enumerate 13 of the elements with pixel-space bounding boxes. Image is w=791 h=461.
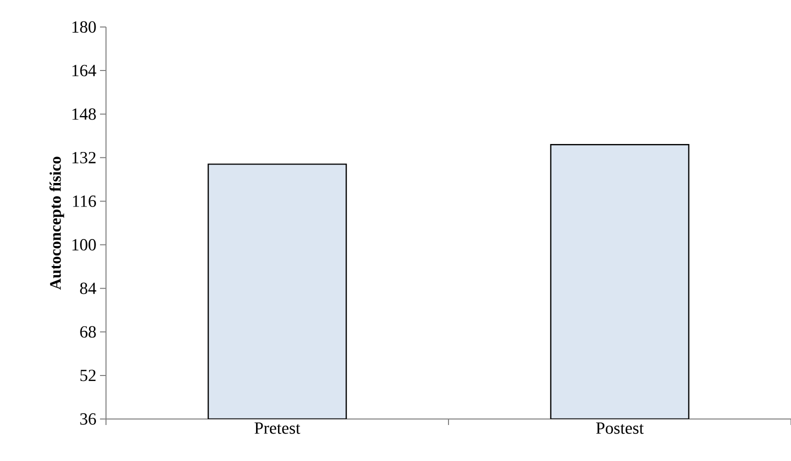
x-tick-label: Pretest: [254, 422, 300, 434]
y-tick-label: 116: [73, 196, 96, 207]
y-tick-label: 100: [72, 239, 96, 251]
y-tick-label: 68: [80, 326, 96, 338]
y-axis-title: Autoconcepto físico: [49, 156, 64, 290]
y-tick-label: 132: [72, 152, 96, 164]
x-tick-label: Postest: [596, 422, 644, 434]
y-tick-label: 180: [72, 21, 96, 33]
y-tick-label: 84: [80, 282, 96, 294]
y-tick-label: 164: [72, 64, 96, 76]
y-tick-label: 36: [80, 413, 96, 425]
y-tick-label: 52: [80, 370, 96, 382]
y-tick-label: 148: [72, 108, 96, 120]
